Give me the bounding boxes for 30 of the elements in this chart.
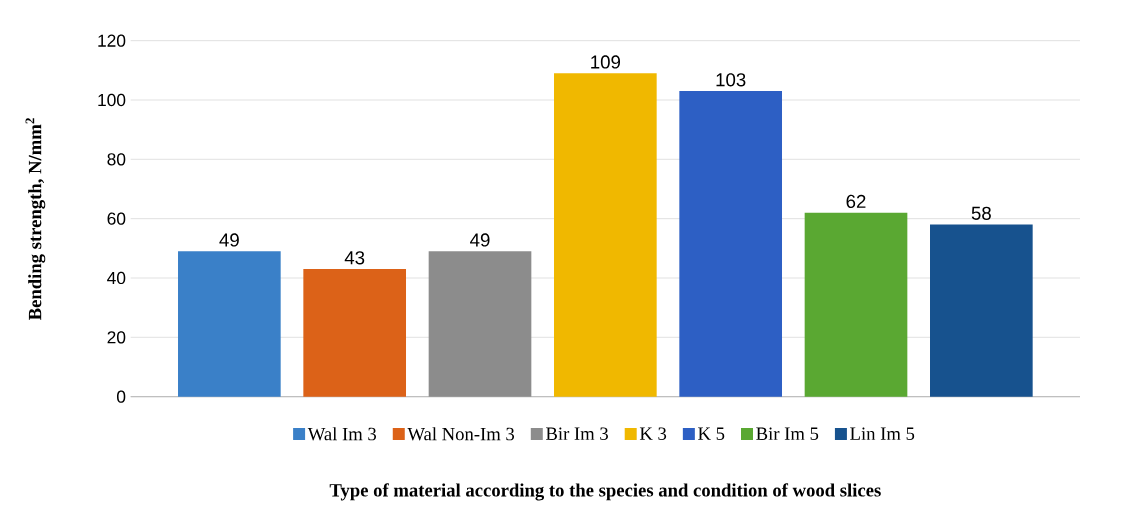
data-label: 62 — [846, 194, 866, 209]
legend-label: Lin Im 5 — [850, 427, 915, 441]
y-tick-label: 40 — [107, 271, 126, 285]
y-tick-label: 20 — [107, 331, 126, 344]
data-label: 58 — [971, 206, 991, 220]
legend-label: Wal Im 3 — [307, 427, 377, 441]
y-tick-label: 80 — [107, 153, 126, 166]
bar — [303, 269, 407, 397]
data-label: 103 — [716, 73, 746, 87]
x-axis-title: Type of material according to the species and condition of wood slices — [329, 483, 881, 501]
data-label: 109 — [591, 55, 621, 69]
legend-label: K 3 — [639, 427, 667, 441]
y-tick-label: 60 — [107, 212, 126, 225]
legend-label: K 5 — [698, 427, 725, 440]
y-axis-title: Bending strength, N/mm$^{2}$ — [25, 118, 46, 321]
bar — [178, 251, 281, 397]
bar — [930, 224, 1033, 397]
bar — [428, 251, 532, 397]
bar — [554, 73, 657, 397]
bar — [679, 91, 782, 397]
data-label: 43 — [344, 251, 365, 265]
legend-label: Wal Non-Im 3 — [407, 427, 515, 441]
data-label: 49 — [219, 233, 239, 247]
data-label: 49 — [470, 233, 490, 247]
y-tick-label: 120 — [98, 34, 126, 47]
bar — [804, 212, 908, 397]
y-tick-label: 0 — [117, 390, 126, 403]
legend-label: Bir Im 5 — [756, 427, 819, 441]
legend-label: Bir Im 3 — [546, 427, 608, 441]
y-tick-label: 100 — [98, 93, 126, 107]
